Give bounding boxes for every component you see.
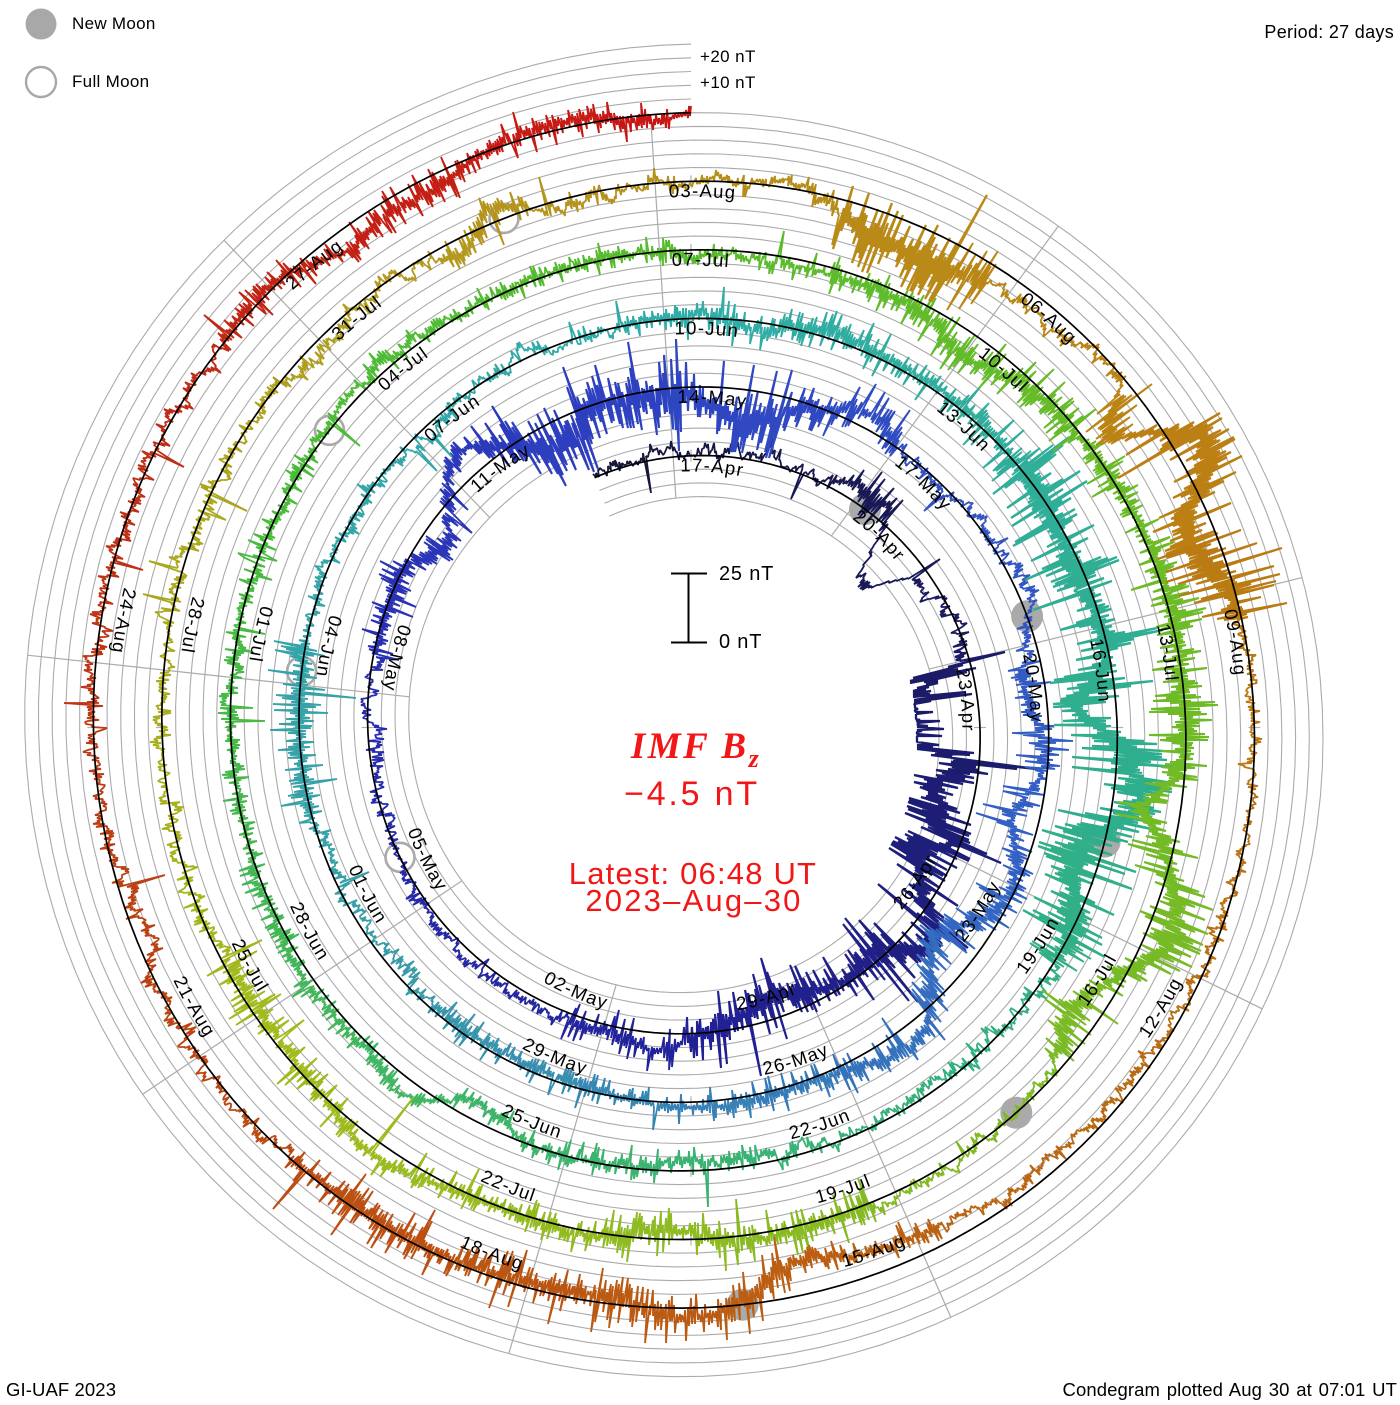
svg-text:10-Jun: 10-Jun (674, 317, 740, 341)
svg-text:Condegram plotted Aug 30 at 07: Condegram plotted Aug 30 at 07:01 UT (1062, 1379, 1397, 1400)
svg-text:IMF Bz: IMF Bz (630, 726, 761, 773)
svg-text:New Moon: New Moon (72, 14, 156, 33)
svg-text:−4.5 nT: −4.5 nT (624, 775, 760, 813)
svg-text:0 nT: 0 nT (719, 631, 762, 653)
svg-text:Full Moon: Full Moon (72, 72, 149, 91)
svg-text:Period: 27 days: Period: 27 days (1264, 22, 1394, 42)
svg-text:GI-UAF 2023: GI-UAF 2023 (6, 1379, 116, 1400)
svg-text:+10 nT: +10 nT (700, 73, 756, 92)
svg-text:07-Jul: 07-Jul (671, 249, 730, 272)
svg-text:+20 nT: +20 nT (700, 47, 756, 66)
svg-text:25 nT: 25 nT (719, 563, 774, 585)
svg-text:2023–Aug–30: 2023–Aug–30 (585, 883, 802, 918)
svg-text:03-Aug: 03-Aug (668, 180, 737, 203)
svg-text:Latest: 06:48 UT: Latest: 06:48 UT (569, 856, 817, 891)
